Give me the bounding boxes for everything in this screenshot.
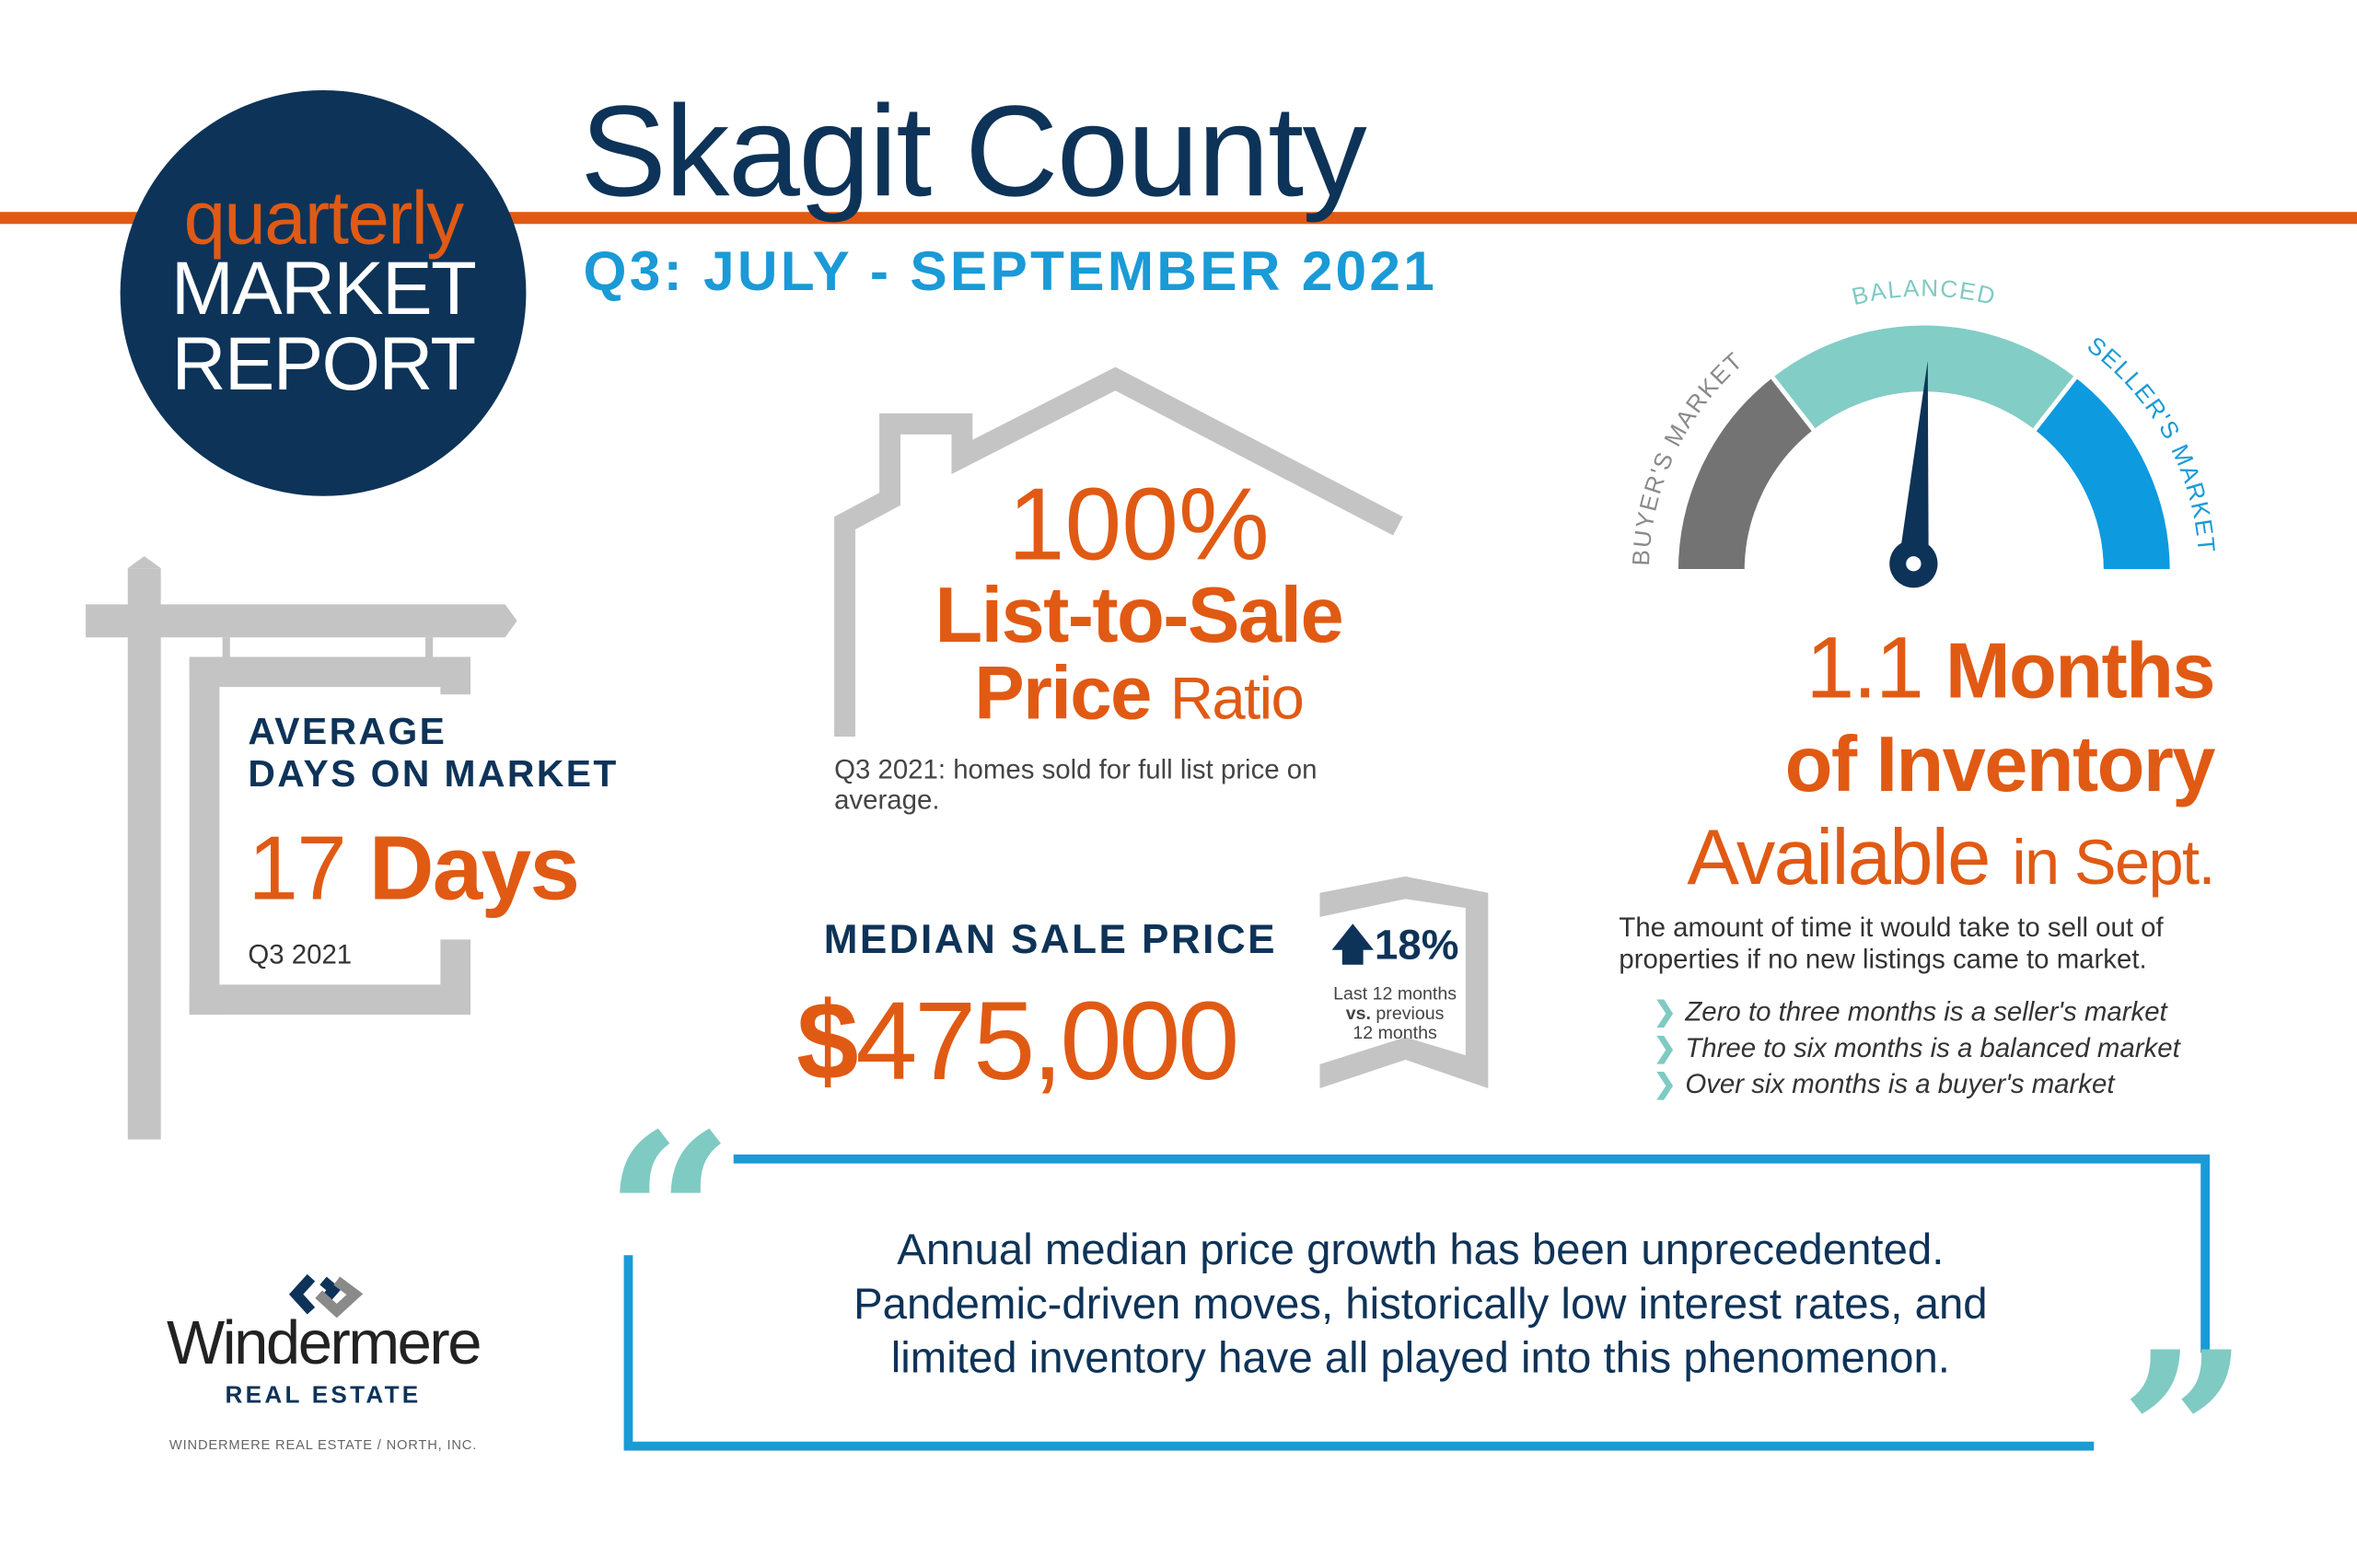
median-value: 475,000 [855, 978, 1239, 1104]
page-title: Skagit County [580, 79, 1367, 225]
median-currency: $ [796, 978, 858, 1104]
house-outline-icon [834, 366, 1403, 737]
dom-label-line2: DAYS ON MARKET [248, 752, 619, 796]
logo-footer: WINDERMERE REAL ESTATE / NORTH, INC. [168, 1436, 478, 1453]
inventory-of: of Inventory [1784, 721, 2216, 809]
quote-line: Pandemic-driven moves, historically low … [853, 1281, 1988, 1330]
logo-tagline: REAL ESTATE [225, 1383, 422, 1409]
report-badge [120, 89, 527, 496]
bullet-item: ❯ Zero to three months is a seller's mark… [1653, 996, 2167, 1028]
gauge-needle [1898, 360, 1929, 564]
bullet-item: ❯ Over six months is a buyer's market [1653, 1068, 2115, 1099]
dom-value: 17 [248, 818, 346, 919]
label-price: Price [974, 650, 1152, 736]
windermere-logo-icon [288, 1273, 364, 1318]
chevron-right-icon: ❯ [1653, 1032, 1677, 1063]
chevron-right-icon: ❯ [1653, 996, 1677, 1028]
median-change: 18% [1374, 921, 1459, 969]
change-note-2: previous [1376, 1002, 1445, 1024]
badge-quarterly: quarterly [183, 176, 465, 261]
inventory-available: Available [1687, 814, 1991, 902]
quote-line: limited inventory have all played into t… [890, 1334, 1950, 1384]
gauge-hub-dot [1906, 556, 1922, 572]
change-banner-shape [1319, 876, 1489, 1089]
dom-unit: Days [368, 818, 580, 919]
change-note-3: 12 months [1353, 1022, 1437, 1044]
label-ratio: Ratio [1169, 666, 1305, 733]
header-rule [0, 212, 2357, 225]
quote-frame [623, 1154, 2210, 1451]
inventory-months: Months [1945, 628, 2216, 716]
chevron-right-icon: ❯ [1653, 1068, 1677, 1099]
inventory-in-sept: in Sept. [2012, 826, 2215, 898]
list-to-sale-label: List-to-Sale [935, 573, 1343, 660]
dom-label-line1: AVERAGE [248, 711, 447, 753]
for-sale-sign-icon [86, 556, 517, 1140]
logo-name: Windermere [166, 1307, 482, 1377]
dom-period: Q3 2021 [248, 939, 353, 970]
change-note-1: Last 12 months [1333, 982, 1457, 1005]
close-quote-icon: ” [2119, 1303, 2249, 1568]
gauge-label-balanced: BALANCED [1849, 273, 1999, 310]
open-quote-icon: “ [604, 1085, 735, 1351]
list-to-sale-value: 100% [1007, 467, 1270, 582]
arrow-up-icon: 🡅 [1330, 921, 1375, 969]
quote-line: Annual median price growth has been unpr… [897, 1226, 1945, 1275]
page-subtitle: Q3: JULY - SEPTEMBER 2021 [583, 240, 1438, 303]
badge-market: MARKET [170, 246, 477, 331]
badge-report: REPORT [171, 321, 477, 406]
bullet-item: ❯ Three to six months is a balanced marke… [1653, 1032, 2180, 1063]
change-note-vs: vs. [1345, 1002, 1371, 1024]
inventory-description: The amount of time it would take to sell… [1619, 912, 2164, 974]
gauge-segment-sellers [2029, 372, 2175, 574]
list-to-sale-note: Q3 2021: homes sold for full list price … [834, 754, 1318, 815]
inventory-value: 1.1 [1805, 619, 1923, 717]
median-label: MEDIAN SALE PRICE [823, 916, 1277, 962]
